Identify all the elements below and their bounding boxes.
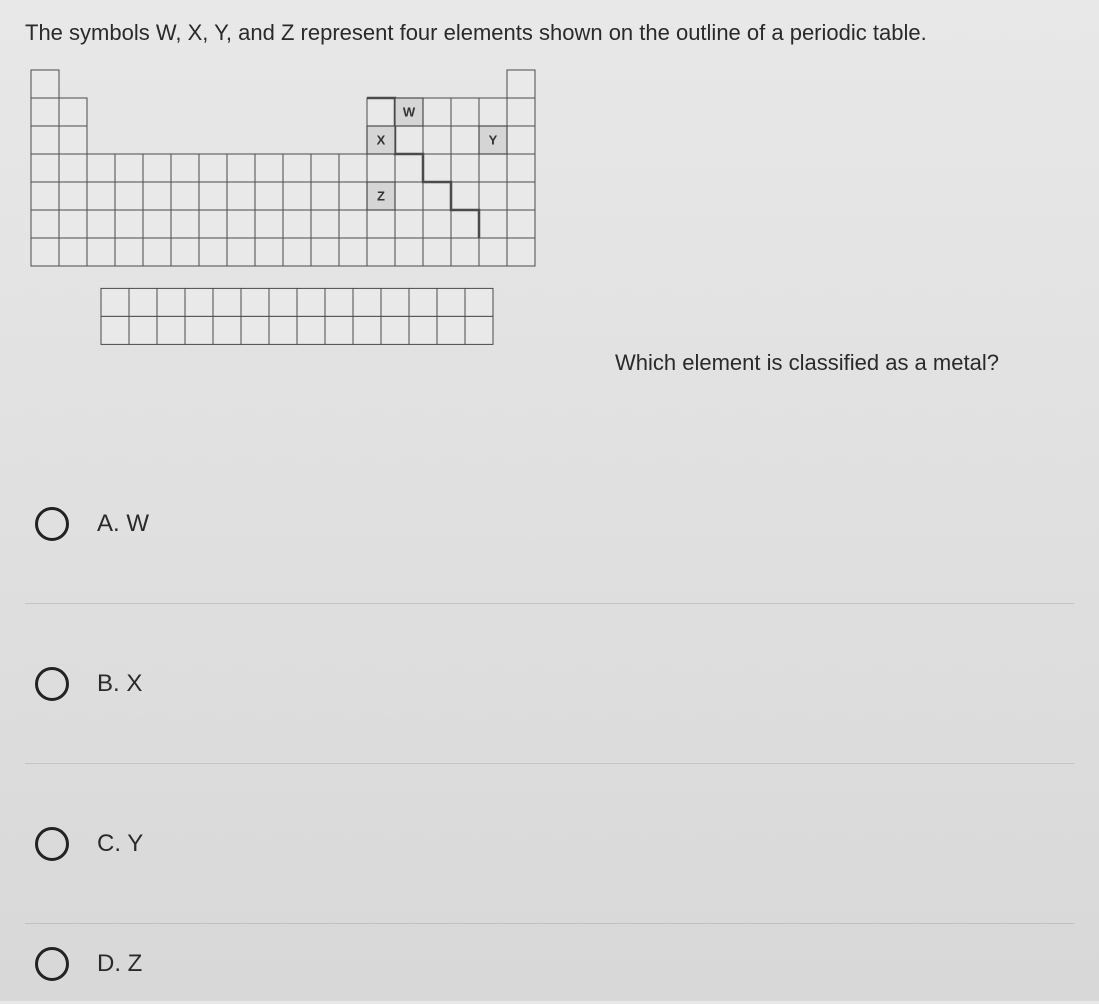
option-label: A. W (97, 510, 149, 538)
sub-question: Which element is classified as a metal? (615, 350, 999, 384)
svg-text:X: X (377, 133, 386, 148)
radio-icon (35, 947, 69, 981)
sub-question-pre: Which ele (615, 350, 712, 375)
option-b[interactable]: B. X (25, 604, 1074, 764)
periodic-table-svg: W X Y Z (25, 64, 565, 384)
radio-icon (35, 507, 69, 541)
option-d[interactable]: D. Z (25, 924, 1074, 1004)
svg-text:Y: Y (489, 133, 498, 148)
question-text: The symbols W, X, Y, and Z represent fou… (25, 20, 1074, 46)
option-label: D. Z (97, 950, 142, 978)
svg-text:W: W (403, 105, 416, 120)
periodic-table-diagram: W X Y Z (25, 64, 565, 384)
sub-question-post: ent is classified as a metal? (730, 350, 999, 375)
option-label: C. Y (97, 830, 143, 858)
diagram-row: W X Y Z Which element is classified as a me… (25, 64, 1074, 384)
option-c[interactable]: C. Y (25, 764, 1074, 924)
svg-text:Z: Z (377, 189, 385, 204)
radio-icon (35, 827, 69, 861)
option-label: B. X (97, 670, 142, 698)
option-a[interactable]: A. W (25, 444, 1074, 604)
answer-options: A. W B. X C. Y D. Z (25, 444, 1074, 1004)
radio-icon (35, 667, 69, 701)
text-cursor-char: m (712, 350, 730, 376)
